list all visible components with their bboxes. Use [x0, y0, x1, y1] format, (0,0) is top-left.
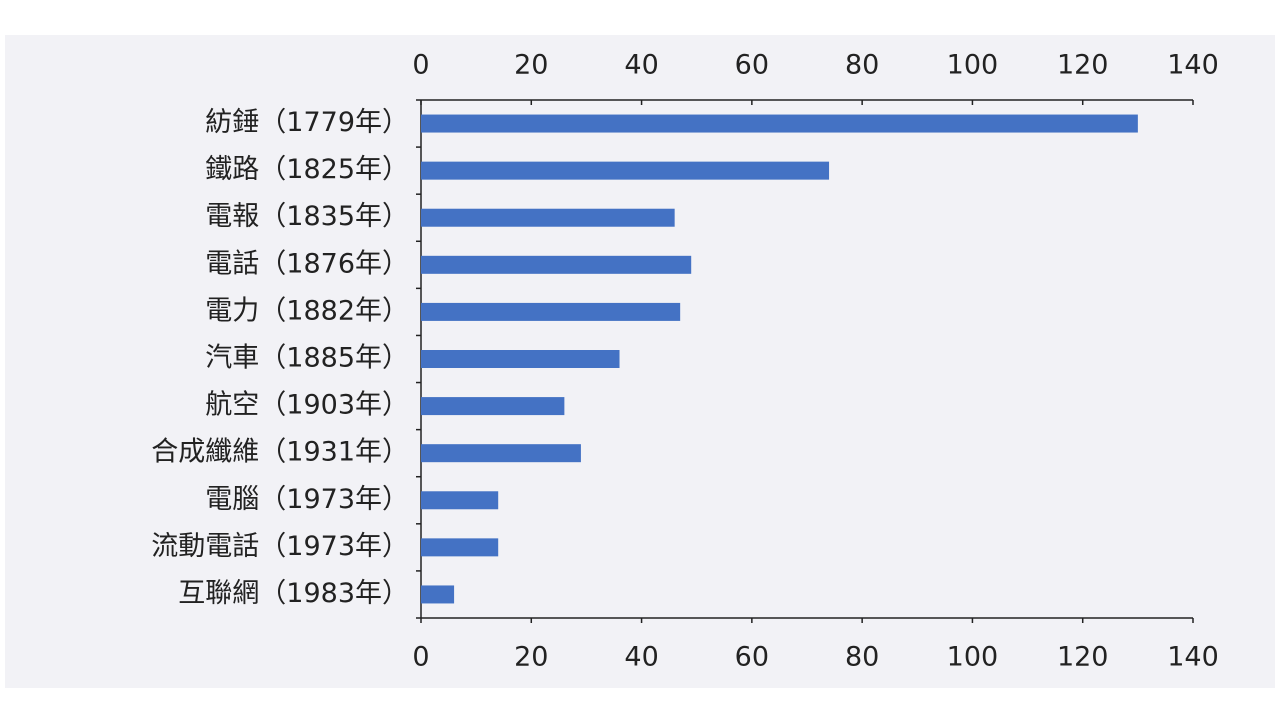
x-tick-label-top: 40 — [624, 50, 658, 81]
bar — [421, 161, 830, 180]
bar — [421, 255, 692, 274]
x-tick-label-top: 120 — [1057, 50, 1109, 81]
category-label: 電腦（1973年） — [205, 484, 409, 515]
x-tick-label-bottom: 40 — [624, 642, 658, 673]
x-tick-label-bottom: 20 — [514, 642, 548, 673]
category-label: 電報（1835年） — [205, 201, 409, 232]
category-label: 紡錘（1779年） — [205, 107, 409, 138]
bar — [421, 208, 675, 227]
x-tick-label-top: 140 — [1167, 50, 1219, 81]
x-tick-label-top: 0 — [412, 50, 429, 81]
x-tick-label-bottom: 100 — [947, 642, 999, 673]
bar — [421, 538, 499, 557]
bar — [421, 585, 455, 604]
x-tick-label-top: 20 — [514, 50, 548, 81]
x-tick-label-bottom: 140 — [1167, 642, 1219, 673]
x-tick-label-bottom: 120 — [1057, 642, 1109, 673]
category-label: 航空（1903年） — [205, 390, 409, 421]
bar — [421, 114, 1138, 133]
category-label: 合成纖維（1931年） — [151, 437, 409, 468]
category-label: 汽車（1885年） — [205, 343, 409, 374]
bar — [421, 350, 620, 368]
category-label: 互聯網（1983年） — [178, 578, 409, 609]
x-tick-label-top: 60 — [735, 50, 769, 81]
plot-background — [5, 35, 1275, 688]
category-label: 電力（1882年） — [205, 295, 409, 326]
x-tick-label-bottom: 60 — [735, 642, 769, 673]
category-label: 鐵路（1825年） — [205, 154, 409, 185]
category-label: 電話（1876年） — [205, 248, 409, 279]
x-tick-label-top: 100 — [947, 50, 999, 81]
x-tick-label-bottom: 0 — [412, 642, 429, 673]
bar — [421, 302, 681, 321]
x-tick-label-top: 80 — [845, 50, 879, 81]
x-tick-label-bottom: 80 — [845, 642, 879, 673]
category-label: 流動電話（1973年） — [151, 531, 409, 562]
bar — [421, 444, 581, 463]
bar — [421, 491, 499, 510]
bar — [421, 397, 565, 416]
